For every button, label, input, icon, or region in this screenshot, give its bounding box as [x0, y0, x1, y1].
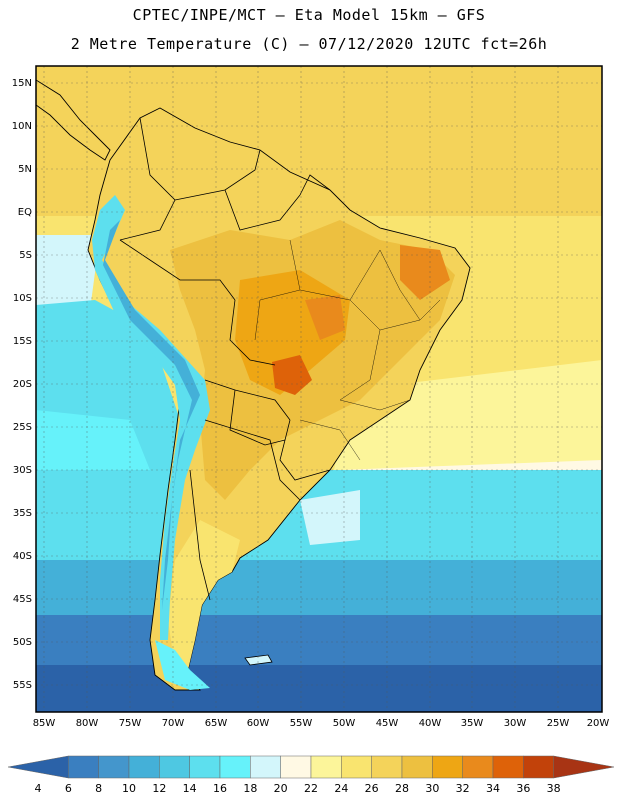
graticule: [36, 66, 602, 712]
plata-plume: [300, 490, 360, 545]
temperature-colorbar: 4 6 8 10 12 14 16 18 20 22 24 26 28 30 32 34 36 38: [7, 755, 615, 795]
lon-label: 80W: [76, 718, 99, 729]
falkland-islands: [244, 654, 273, 666]
lon-label: 65W: [205, 718, 228, 729]
colorbar-label: 18: [243, 782, 257, 795]
lat-label: 10S: [13, 293, 32, 304]
southern-cone-mild: [168, 520, 240, 670]
colorbar-swatch: [492, 755, 524, 779]
lat-label: 45S: [13, 594, 32, 605]
map-frame: [35, 65, 603, 713]
lat-label: EQ: [18, 207, 32, 218]
lon-label: 55W: [290, 718, 313, 729]
lat-label: 35S: [13, 508, 32, 519]
hot-spot-tocantins: [305, 295, 345, 340]
lon-label: 30W: [504, 718, 527, 729]
colorbar-labels: 4 6 8 10 12 14 16 18 20 22 24 26 28 30 32 34 36 38: [35, 782, 561, 795]
patagonia-tip: [155, 640, 210, 690]
colorbar-label: 24: [334, 782, 348, 795]
lat-label: 50S: [13, 637, 32, 648]
colorbar-swatch: [159, 755, 190, 779]
longitude-axis: 85W 80W 75W 70W 65W 60W 55W 50W 45W 40W …: [33, 718, 610, 729]
southern-ocean-band-3: [36, 615, 602, 665]
colorbar-label: 12: [152, 782, 166, 795]
colorbar-swatch: [219, 755, 251, 779]
lat-label: 5S: [19, 250, 32, 261]
lon-label: 85W: [33, 718, 56, 729]
lat-label: 5N: [18, 164, 32, 175]
colorbar-label: 26: [365, 782, 379, 795]
colorbar-swatch: [189, 755, 221, 779]
lat-label: 55S: [13, 680, 32, 691]
colorbar-label: 32: [456, 782, 470, 795]
lat-label: 25S: [13, 422, 32, 433]
colorbar-label: 36: [516, 782, 530, 795]
colorbar-label: 38: [547, 782, 561, 795]
map-subtitle: 2 Metre Temperature (C) – 07/12/2020 12U…: [70, 35, 548, 53]
lat-label: 10N: [12, 121, 32, 132]
colorbar-label: 28: [395, 782, 409, 795]
lon-label: 45W: [376, 718, 399, 729]
latitude-axis: 15N 10N 5N EQ 5S 10S 15S 20S 25S 30S 35S…: [12, 78, 32, 691]
lon-label: 25W: [547, 718, 570, 729]
lon-label: 60W: [247, 718, 270, 729]
lat-label: 40S: [13, 551, 32, 562]
lat-label: 30S: [13, 465, 32, 476]
central-america: [36, 79, 111, 161]
lon-label: 40W: [419, 718, 442, 729]
hot-spot-ne-brazil: [400, 245, 450, 300]
temperature-map: 15N 10N 5N EQ 5S 10S 15S 20S 25S 30S 35S…: [12, 65, 610, 729]
colorbar-label: 34: [486, 782, 500, 795]
colorbar-swatch: [310, 755, 342, 779]
hottest-region-pantanal: [272, 355, 312, 395]
lat-label: 20S: [13, 379, 32, 390]
pacific-ocean-band-2: [36, 410, 150, 480]
lon-label: 70W: [162, 718, 185, 729]
lat-label: 15S: [13, 336, 32, 347]
lon-label: 50W: [333, 718, 356, 729]
colorbar-swatch: [553, 755, 615, 779]
colorbar-label: 14: [183, 782, 197, 795]
state-borders: [254, 239, 441, 461]
map-title: CPTEC/INPE/MCT – Eta Model 15km – GFS: [132, 6, 486, 24]
colorbar-swatch: [250, 755, 281, 779]
pacific-cool-band: [36, 235, 100, 320]
colorbar-label: 30: [425, 782, 439, 795]
colorbar-swatch: [523, 755, 554, 779]
lat-label: 15N: [12, 78, 32, 89]
colorbar-swatch: [68, 755, 99, 779]
southern-ocean-band-4: [36, 665, 602, 712]
colorbar-label: 16: [213, 782, 227, 795]
colorbar-label: 6: [65, 782, 72, 795]
colorbar-swatch: [7, 755, 69, 779]
lon-label: 35W: [461, 718, 484, 729]
colorbar-swatches: [7, 755, 615, 779]
colorbar-swatch: [128, 755, 160, 779]
lon-label: 20W: [587, 718, 610, 729]
colorbar-swatch: [462, 755, 494, 779]
country-borders: [119, 117, 331, 601]
colorbar-swatch: [280, 755, 312, 779]
southern-ocean-band-2: [36, 560, 602, 615]
colorbar-label: 20: [274, 782, 288, 795]
colorbar-swatch: [432, 755, 463, 779]
colorbar-swatch: [401, 755, 433, 779]
andes-cold-strip: [92, 195, 210, 640]
lon-label: 75W: [119, 718, 142, 729]
colorbar-label: 4: [35, 782, 42, 795]
colorbar-label: 22: [304, 782, 318, 795]
colorbar-label: 10: [122, 782, 136, 795]
colorbar-label: 8: [95, 782, 102, 795]
colorbar-swatch: [98, 755, 130, 779]
colorbar-swatch: [341, 755, 372, 779]
colorbar-swatch: [371, 755, 403, 779]
